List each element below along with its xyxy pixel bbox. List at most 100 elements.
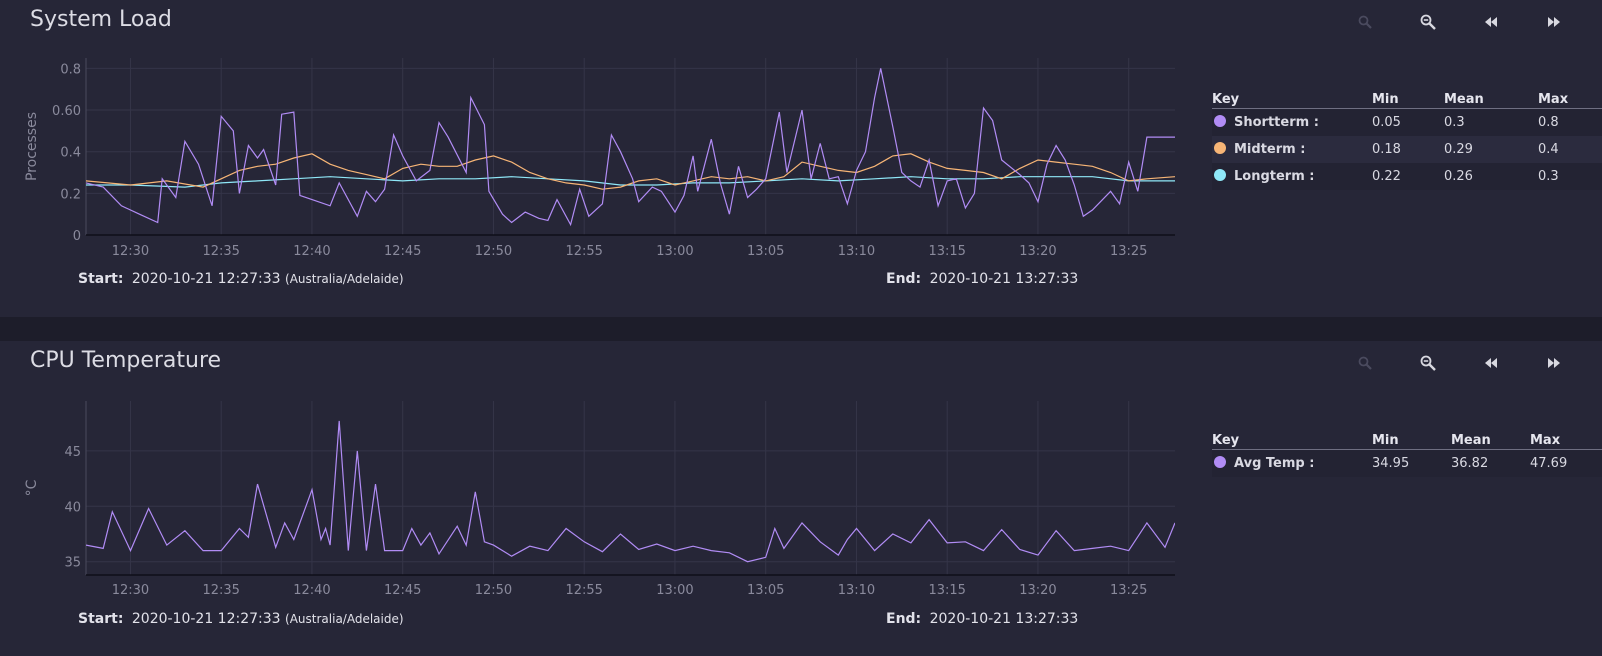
range-start: Start: 2020-10-21 12:27:33 (Australia/Ad…: [78, 271, 404, 287]
legend-mean: 0.3: [1444, 108, 1538, 136]
zoom-out-button[interactable]: [1416, 11, 1440, 33]
cpu-temperature-chart: 35 40 45 12:30 12:35 12:40 12:45 12:50 12:55 13:0…: [24, 401, 1175, 598]
legend-mean: 36.82: [1451, 449, 1530, 477]
legend: Key Min Mean Max Avg Temp : 34.95 36.82 …: [1212, 429, 1602, 477]
y-tick-label: 0.8: [60, 62, 81, 77]
legend-key: Shortterm :: [1234, 115, 1319, 130]
zoom-in-button[interactable]: [1353, 11, 1377, 33]
x-tick-label: 12:45: [384, 583, 421, 598]
rewind-icon: [1485, 17, 1497, 27]
legend-header-min: Min: [1372, 429, 1451, 450]
x-tick-label: 13:15: [928, 244, 965, 259]
legend-mean: 0.26: [1444, 163, 1538, 190]
legend-max: 0.4: [1538, 136, 1602, 163]
legend-row-avg-temp[interactable]: Avg Temp : 34.95 36.82 47.69: [1212, 449, 1602, 477]
legend-header-min: Min: [1372, 88, 1444, 109]
zoom-in-icon: [1358, 15, 1372, 29]
series-color-dot: [1214, 169, 1226, 181]
timezone: (Australia/Adelaide): [285, 272, 404, 286]
system-load-chart: 0 0.2 0.4 0.60 0.8 12:30 12:35 12:40 12:45 12:50 1…: [24, 58, 1175, 259]
legend-header-max: Max: [1538, 88, 1602, 109]
legend-max: 0.8: [1538, 108, 1602, 136]
x-tick-label: 12:30: [112, 244, 149, 259]
legend-mean: 0.29: [1444, 136, 1538, 163]
x-tick-label: 12:50: [475, 583, 512, 598]
x-tick-label: 12:35: [202, 583, 239, 598]
x-tick-label: 13:25: [1110, 244, 1147, 259]
legend-key: Avg Temp :: [1234, 456, 1315, 471]
series-line-shortterm: [86, 68, 1175, 227]
legend-header-mean: Mean: [1444, 88, 1538, 109]
series-line-midterm: [86, 153, 1175, 190]
system-load-panel: System Load 0 0.2 0.4 0.60 0.8 12:30 12:35 12:4…: [0, 0, 1602, 317]
legend-row-longterm[interactable]: Longterm : 0.22 0.26 0.3: [1212, 163, 1602, 190]
x-tick-label: 12:40: [293, 583, 330, 598]
x-tick-label: 12:55: [565, 244, 602, 259]
x-tick-label: 13:05: [747, 583, 784, 598]
x-tick-label: 13:25: [1110, 583, 1147, 598]
series-color-dot: [1214, 142, 1226, 154]
series-line-avg-temp: [86, 420, 1175, 563]
end-value: 2020-10-21 13:27:33: [929, 611, 1079, 627]
range-start: Start: 2020-10-21 12:27:33 (Australia/Ad…: [78, 611, 404, 627]
x-tick-label: 13:00: [656, 244, 693, 259]
end-label: End:: [886, 611, 922, 627]
x-tick-label: 12:30: [112, 583, 149, 598]
legend-max: 47.69: [1530, 449, 1602, 477]
y-tick-label: 0.4: [60, 146, 81, 161]
y-tick-label: 0: [73, 229, 81, 244]
timezone: (Australia/Adelaide): [285, 612, 404, 626]
range-end: End: 2020-10-21 13:27:33: [886, 611, 1078, 627]
x-tick-label: 12:40: [293, 244, 330, 259]
chart-toolbar: [1353, 11, 1566, 33]
x-tick-label: 12:35: [202, 244, 239, 259]
cpu-temperature-panel: CPU Temperature 35 40 45 12:30 12:35 12:40 12:…: [0, 341, 1602, 656]
legend-header-key: Key: [1212, 88, 1372, 109]
x-tick-label: 12:50: [475, 244, 512, 259]
zoom-out-icon: [1420, 355, 1436, 371]
zoom-out-button[interactable]: [1416, 352, 1440, 374]
legend-row-midterm[interactable]: Midterm : 0.18 0.29 0.4: [1212, 136, 1602, 163]
x-tick-label: 13:10: [838, 583, 875, 598]
y-tick-label: 0.2: [60, 187, 81, 202]
legend-header-mean: Mean: [1451, 429, 1530, 450]
range-end: End: 2020-10-21 13:27:33: [886, 271, 1078, 287]
zoom-out-icon: [1420, 14, 1436, 30]
legend-min: 34.95: [1372, 449, 1451, 477]
zoom-in-button[interactable]: [1353, 352, 1377, 374]
legend-row-shortterm[interactable]: Shortterm : 0.05 0.3 0.8: [1212, 108, 1602, 136]
x-tick-label: 13:00: [656, 583, 693, 598]
y-axis-label: Processes: [24, 112, 40, 181]
y-tick-label: 0.60: [52, 104, 81, 119]
rewind-button[interactable]: [1479, 352, 1503, 374]
start-label: Start:: [78, 271, 124, 287]
y-tick-label: 35: [64, 556, 81, 571]
legend-max: 0.3: [1538, 163, 1602, 190]
x-tick-label: 13:10: [838, 244, 875, 259]
fast-forward-icon: [1548, 358, 1560, 368]
chart-toolbar: [1353, 352, 1566, 374]
legend-min: 0.05: [1372, 108, 1444, 136]
series-line-longterm: [86, 176, 1175, 188]
legend-header-key: Key: [1212, 429, 1372, 450]
x-tick-label: 13:15: [928, 583, 965, 598]
start-label: Start:: [78, 611, 124, 627]
rewind-icon: [1485, 358, 1497, 368]
fast-forward-icon: [1548, 17, 1560, 27]
fast-forward-button[interactable]: [1542, 352, 1566, 374]
x-tick-label: 13:20: [1019, 244, 1056, 259]
series-color-dot: [1214, 115, 1226, 127]
series-color-dot: [1214, 456, 1226, 468]
end-label: End:: [886, 271, 922, 287]
x-tick-label: 12:45: [384, 244, 421, 259]
legend-min: 0.22: [1372, 163, 1444, 190]
end-value: 2020-10-21 13:27:33: [929, 271, 1079, 287]
legend-key: Midterm :: [1234, 142, 1306, 157]
panel-title: CPU Temperature: [30, 348, 222, 373]
rewind-button[interactable]: [1479, 11, 1503, 33]
fast-forward-button[interactable]: [1542, 11, 1566, 33]
x-tick-label: 13:20: [1019, 583, 1056, 598]
legend-min: 0.18: [1372, 136, 1444, 163]
y-tick-label: 40: [64, 500, 81, 515]
x-tick-label: 13:05: [747, 244, 784, 259]
